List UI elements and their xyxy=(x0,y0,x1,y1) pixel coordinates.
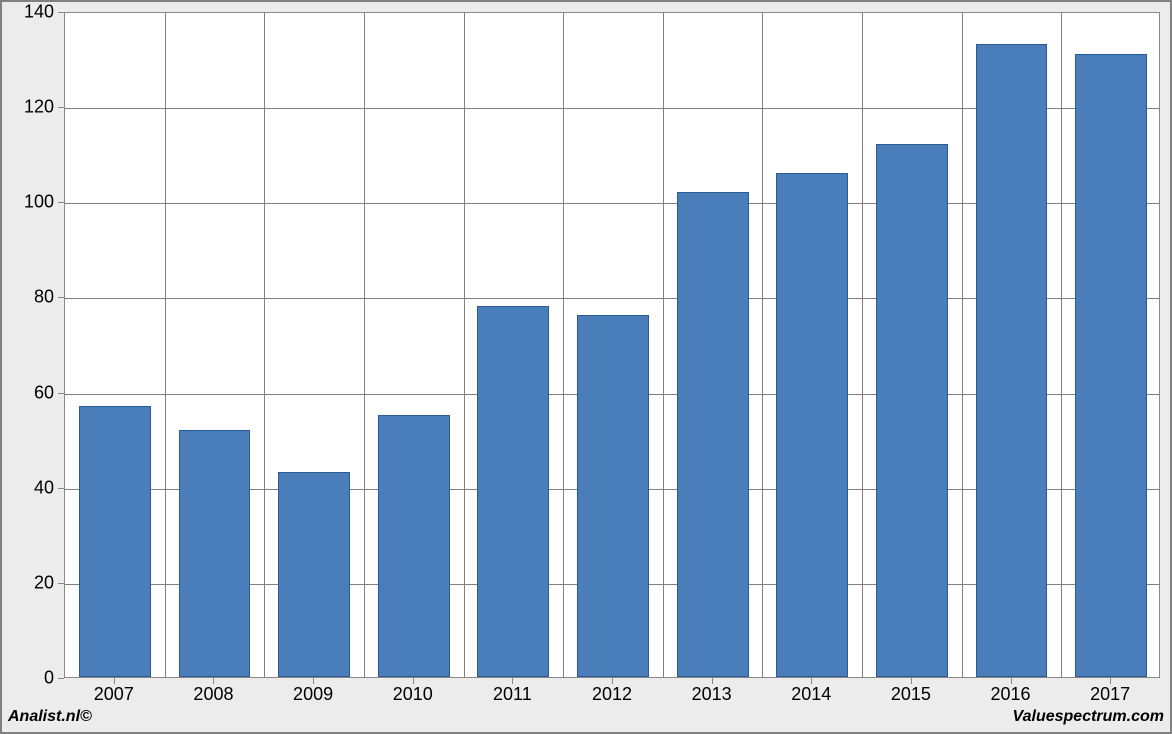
y-tick xyxy=(58,297,64,298)
x-axis-tick-label: 2012 xyxy=(592,684,632,705)
x-axis-tick-label: 2010 xyxy=(393,684,433,705)
bar xyxy=(179,430,251,677)
y-axis-tick-label: 40 xyxy=(10,477,54,498)
bar xyxy=(577,315,649,677)
gridline-vertical xyxy=(962,13,963,677)
gridline-vertical xyxy=(1061,13,1062,677)
x-axis-tick-label: 2007 xyxy=(94,684,134,705)
y-axis-tick-label: 140 xyxy=(10,2,54,23)
bar xyxy=(976,44,1048,677)
gridline-vertical xyxy=(563,13,564,677)
x-axis-tick-label: 2014 xyxy=(791,684,831,705)
bar xyxy=(278,472,350,677)
y-tick xyxy=(58,12,64,13)
x-tick xyxy=(213,678,214,684)
x-axis-tick-label: 2011 xyxy=(493,684,532,705)
gridline-vertical xyxy=(464,13,465,677)
y-axis-tick-label: 120 xyxy=(10,97,54,118)
x-tick xyxy=(811,678,812,684)
bar xyxy=(776,173,848,677)
gridline-vertical xyxy=(862,13,863,677)
plot-wrap: 020406080100120140 200720082009201020112… xyxy=(10,8,1162,702)
y-axis-tick-label: 100 xyxy=(10,192,54,213)
x-tick xyxy=(1110,678,1111,684)
x-tick xyxy=(1011,678,1012,684)
bar xyxy=(876,144,948,677)
x-axis-tick-label: 2015 xyxy=(891,684,931,705)
y-axis-tick-label: 20 xyxy=(10,572,54,593)
gridline-vertical xyxy=(165,13,166,677)
x-tick xyxy=(612,678,613,684)
chart-frame: 0 20 40 60 80 100 120 140 2007 2008 2009 2010 2011 2… xyxy=(0,0,1172,734)
bar xyxy=(677,192,749,677)
y-tick xyxy=(58,393,64,394)
chart-footer: Analist.nl© Valuespectrum.com xyxy=(8,706,1164,728)
footer-right-label: Valuespectrum.com xyxy=(1013,708,1164,726)
y-axis-tick-label: 0 xyxy=(10,668,54,689)
x-tick xyxy=(413,678,414,684)
x-tick xyxy=(512,678,513,684)
bar xyxy=(378,415,450,677)
plot-area xyxy=(64,12,1160,678)
gridline-vertical xyxy=(364,13,365,677)
x-tick xyxy=(114,678,115,684)
y-tick xyxy=(58,678,64,679)
x-tick xyxy=(313,678,314,684)
y-tick xyxy=(58,583,64,584)
gridline-vertical xyxy=(762,13,763,677)
y-tick xyxy=(58,488,64,489)
bar xyxy=(477,306,549,677)
bar xyxy=(1075,54,1147,677)
gridline-vertical xyxy=(663,13,664,677)
y-tick xyxy=(58,107,64,108)
x-axis-tick-label: 2008 xyxy=(193,684,233,705)
x-tick xyxy=(911,678,912,684)
x-tick xyxy=(712,678,713,684)
x-axis-tick-label: 2009 xyxy=(293,684,333,705)
bar xyxy=(79,406,151,677)
y-tick xyxy=(58,202,64,203)
x-axis-tick-label: 2016 xyxy=(991,684,1031,705)
y-axis-tick-label: 60 xyxy=(10,382,54,403)
x-axis-tick-label: 2017 xyxy=(1090,684,1130,705)
y-axis-tick-label: 80 xyxy=(10,287,54,308)
footer-left-label: Analist.nl© xyxy=(8,708,92,726)
x-axis-tick-label: 2013 xyxy=(692,684,732,705)
gridline-vertical xyxy=(264,13,265,677)
